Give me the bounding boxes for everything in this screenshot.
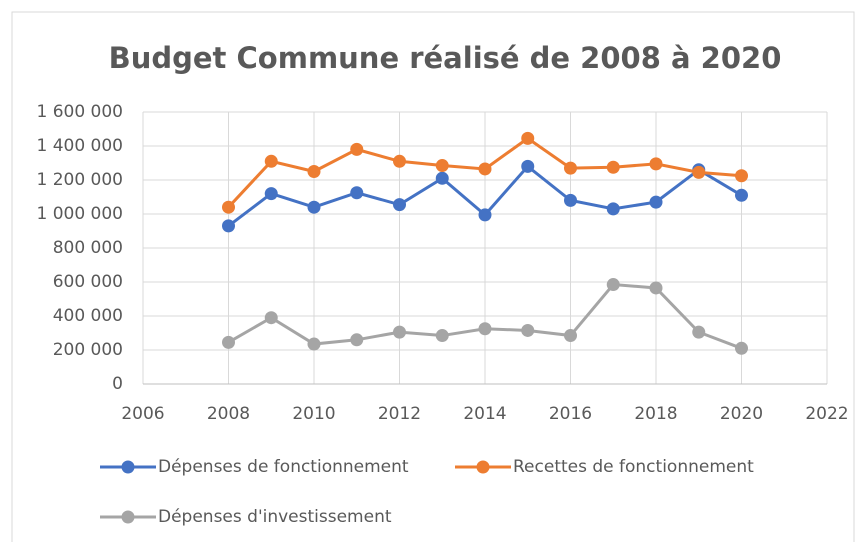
y-tick-label: 0: [112, 374, 123, 394]
data-point: [264, 154, 278, 168]
chart-title: Budget Commune réalisé de 2008 à 2020: [109, 41, 782, 75]
legend-marker: [121, 510, 135, 524]
data-point: [393, 198, 406, 212]
data-point: [521, 323, 535, 337]
data-point: [649, 281, 663, 295]
data-point: [649, 195, 663, 209]
legend-label: Recettes de fonctionnement: [513, 457, 754, 477]
data-point: [307, 200, 321, 214]
y-tick-label: 1 400 000: [36, 136, 123, 156]
data-point: [564, 193, 577, 207]
data-point: [735, 169, 748, 183]
data-point: [393, 325, 406, 339]
data-point: [307, 165, 321, 178]
data-point: [264, 187, 278, 201]
y-tick-label: 400 000: [53, 306, 123, 326]
data-point: [692, 165, 706, 179]
data-point: [393, 154, 406, 168]
data-point: [606, 278, 620, 292]
y-tick-label: 1 600 000: [36, 102, 123, 122]
x-tick-label: 2018: [634, 404, 677, 424]
data-point: [692, 325, 706, 339]
x-tick-label: 2020: [720, 404, 763, 424]
data-point: [735, 188, 748, 202]
chart-area: [11, 11, 855, 542]
x-tick-label: 2014: [463, 404, 506, 424]
legend-marker: [121, 460, 135, 474]
data-point: [564, 329, 577, 343]
data-point: [649, 157, 663, 171]
x-tick-label: 2022: [805, 404, 848, 424]
data-point: [606, 160, 620, 174]
y-tick-label: 600 000: [53, 272, 123, 292]
y-tick-label: 800 000: [53, 238, 123, 258]
legend-label: Dépenses de fonctionnement: [158, 457, 409, 477]
data-point: [521, 159, 535, 173]
legend-label: Dépenses d'investissement: [158, 507, 392, 527]
data-point: [350, 333, 364, 347]
y-tick-label: 1 000 000: [36, 204, 123, 224]
y-tick-label: 1 200 000: [36, 170, 123, 190]
data-point: [350, 186, 364, 200]
x-tick-label: 2006: [121, 404, 164, 424]
data-point: [478, 208, 492, 222]
data-point: [222, 200, 235, 214]
data-point: [435, 329, 449, 343]
data-point: [478, 162, 492, 176]
data-point: [307, 337, 321, 351]
data-point: [735, 341, 748, 355]
data-point: [222, 335, 235, 349]
y-tick-label: 200 000: [53, 340, 123, 360]
data-point: [478, 322, 492, 336]
data-point: [606, 202, 620, 216]
data-point: [521, 131, 535, 145]
legend-marker: [476, 460, 490, 474]
data-point: [222, 219, 235, 233]
data-point: [350, 142, 364, 156]
x-tick-label: 2008: [207, 404, 250, 424]
x-tick-label: 2016: [549, 404, 592, 424]
data-point: [264, 311, 278, 325]
x-tick-label: 2010: [292, 404, 335, 424]
data-point: [435, 159, 449, 173]
data-point: [435, 171, 449, 185]
x-tick-label: 2012: [378, 404, 421, 424]
data-point: [564, 161, 577, 175]
